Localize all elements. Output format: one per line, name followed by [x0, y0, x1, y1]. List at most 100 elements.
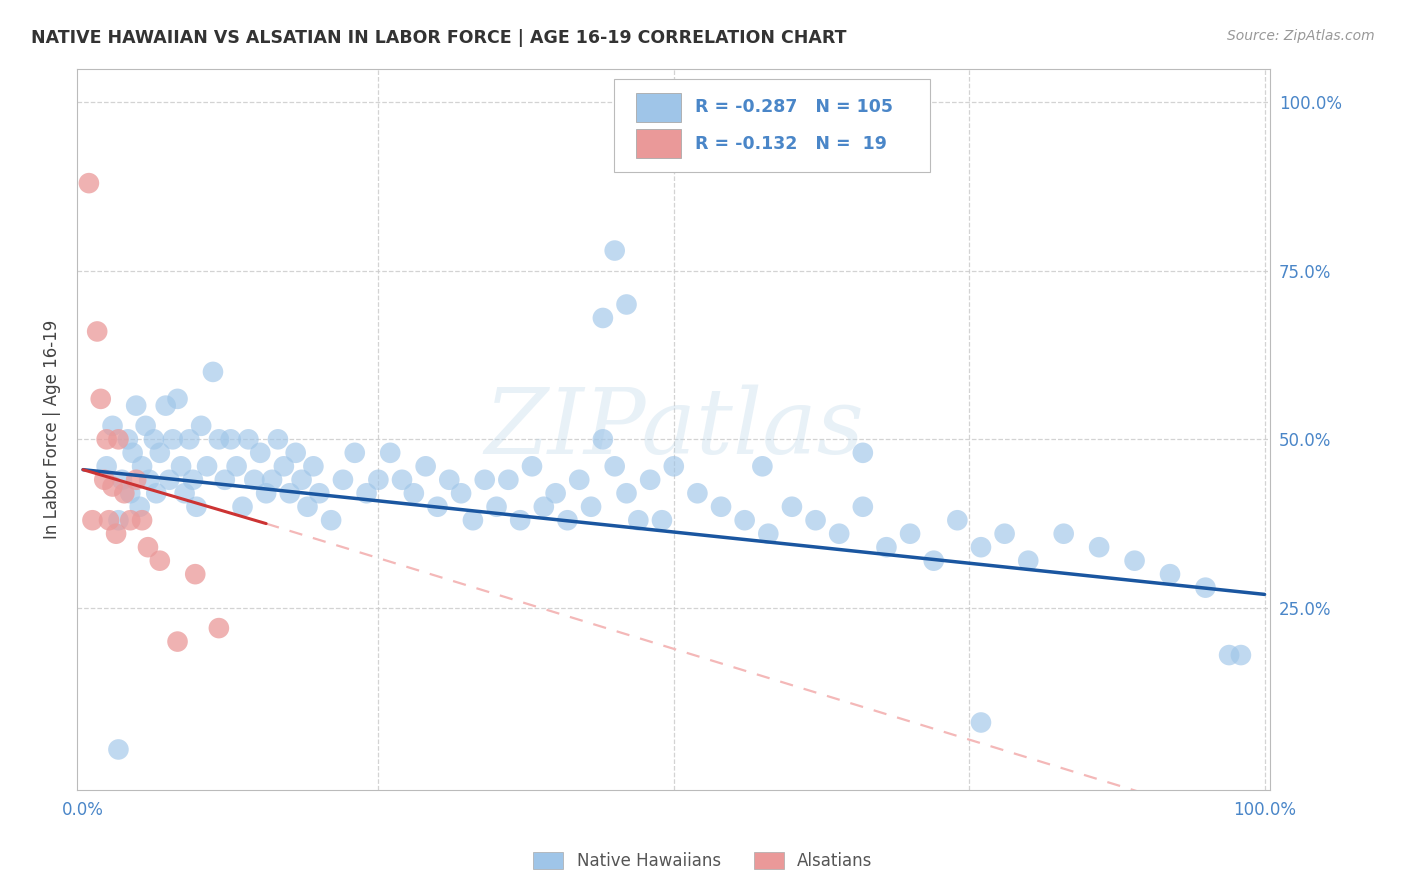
Point: [86, 325, 108, 339]
Point: [498, 473, 520, 487]
Point: [1230, 648, 1253, 662]
Point: [603, 244, 626, 258]
Point: [131, 513, 153, 527]
Point: [101, 479, 124, 493]
Point: [391, 473, 413, 487]
Point: [186, 500, 208, 514]
Text: R = -0.132   N =  19: R = -0.132 N = 19: [695, 135, 887, 153]
Point: [77, 176, 100, 190]
Point: [592, 310, 614, 325]
Point: [439, 473, 461, 487]
Point: [120, 513, 142, 527]
Point: [474, 473, 496, 487]
Point: [852, 446, 875, 460]
Point: [214, 473, 236, 487]
Point: [461, 513, 484, 527]
Point: [90, 392, 112, 406]
FancyBboxPatch shape: [636, 93, 681, 122]
Point: [107, 513, 129, 527]
Point: [121, 446, 143, 460]
FancyBboxPatch shape: [636, 129, 681, 158]
Point: [131, 459, 153, 474]
Point: [231, 500, 253, 514]
Point: [120, 486, 142, 500]
Point: [278, 486, 301, 500]
Point: [135, 418, 157, 433]
Y-axis label: In Labor Force | Age 16-19: In Labor Force | Age 16-19: [44, 319, 60, 539]
Point: [804, 513, 827, 527]
Point: [290, 473, 312, 487]
Point: [195, 459, 218, 474]
Text: Source: ZipAtlas.com: Source: ZipAtlas.com: [1227, 29, 1375, 43]
Point: [249, 446, 271, 460]
Point: [93, 473, 115, 487]
Point: [225, 459, 247, 474]
FancyBboxPatch shape: [614, 79, 931, 171]
Point: [173, 486, 195, 500]
Point: [166, 392, 188, 406]
Point: [208, 433, 231, 447]
Point: [157, 473, 180, 487]
Point: [181, 473, 204, 487]
Legend: Native Hawaiians, Alsatians: Native Hawaiians, Alsatians: [527, 845, 879, 877]
Point: [686, 486, 709, 500]
Point: [149, 446, 172, 460]
Point: [145, 486, 167, 500]
Point: [922, 554, 945, 568]
Point: [994, 526, 1017, 541]
Point: [544, 486, 567, 500]
Point: [184, 567, 207, 582]
Point: [1218, 648, 1240, 662]
Point: [875, 540, 897, 554]
Point: [179, 433, 201, 447]
Point: [533, 500, 555, 514]
Point: [568, 473, 591, 487]
Point: [710, 500, 733, 514]
Point: [627, 513, 650, 527]
Point: [756, 526, 779, 541]
Point: [1053, 526, 1076, 541]
Point: [662, 459, 685, 474]
Point: [520, 459, 543, 474]
Point: [651, 513, 673, 527]
Text: R = -0.287   N = 105: R = -0.287 N = 105: [695, 98, 893, 117]
Point: [1159, 567, 1181, 582]
Point: [142, 433, 165, 447]
Point: [170, 459, 193, 474]
Point: [1194, 581, 1216, 595]
Point: [107, 742, 129, 756]
Point: [852, 500, 875, 514]
Point: [201, 365, 224, 379]
Point: [149, 554, 172, 568]
Point: [105, 526, 128, 541]
Point: [107, 433, 129, 447]
Point: [592, 433, 614, 447]
Point: [260, 473, 283, 487]
Point: [166, 634, 188, 648]
Point: [308, 486, 330, 500]
Point: [343, 446, 366, 460]
Point: [734, 513, 756, 527]
Point: [828, 526, 851, 541]
Point: [332, 473, 354, 487]
Point: [356, 486, 378, 500]
Point: [970, 715, 993, 730]
Point: [284, 446, 307, 460]
Point: [426, 500, 449, 514]
Point: [117, 433, 139, 447]
Point: [579, 500, 602, 514]
Point: [415, 459, 437, 474]
Point: [603, 459, 626, 474]
Point: [1017, 554, 1039, 568]
Point: [273, 459, 295, 474]
Point: [898, 526, 921, 541]
Point: [101, 418, 124, 433]
Point: [111, 473, 134, 487]
Point: [509, 513, 531, 527]
Point: [1123, 554, 1146, 568]
Point: [302, 459, 325, 474]
Point: [367, 473, 389, 487]
Point: [162, 433, 184, 447]
Point: [136, 540, 159, 554]
Point: [112, 486, 135, 500]
